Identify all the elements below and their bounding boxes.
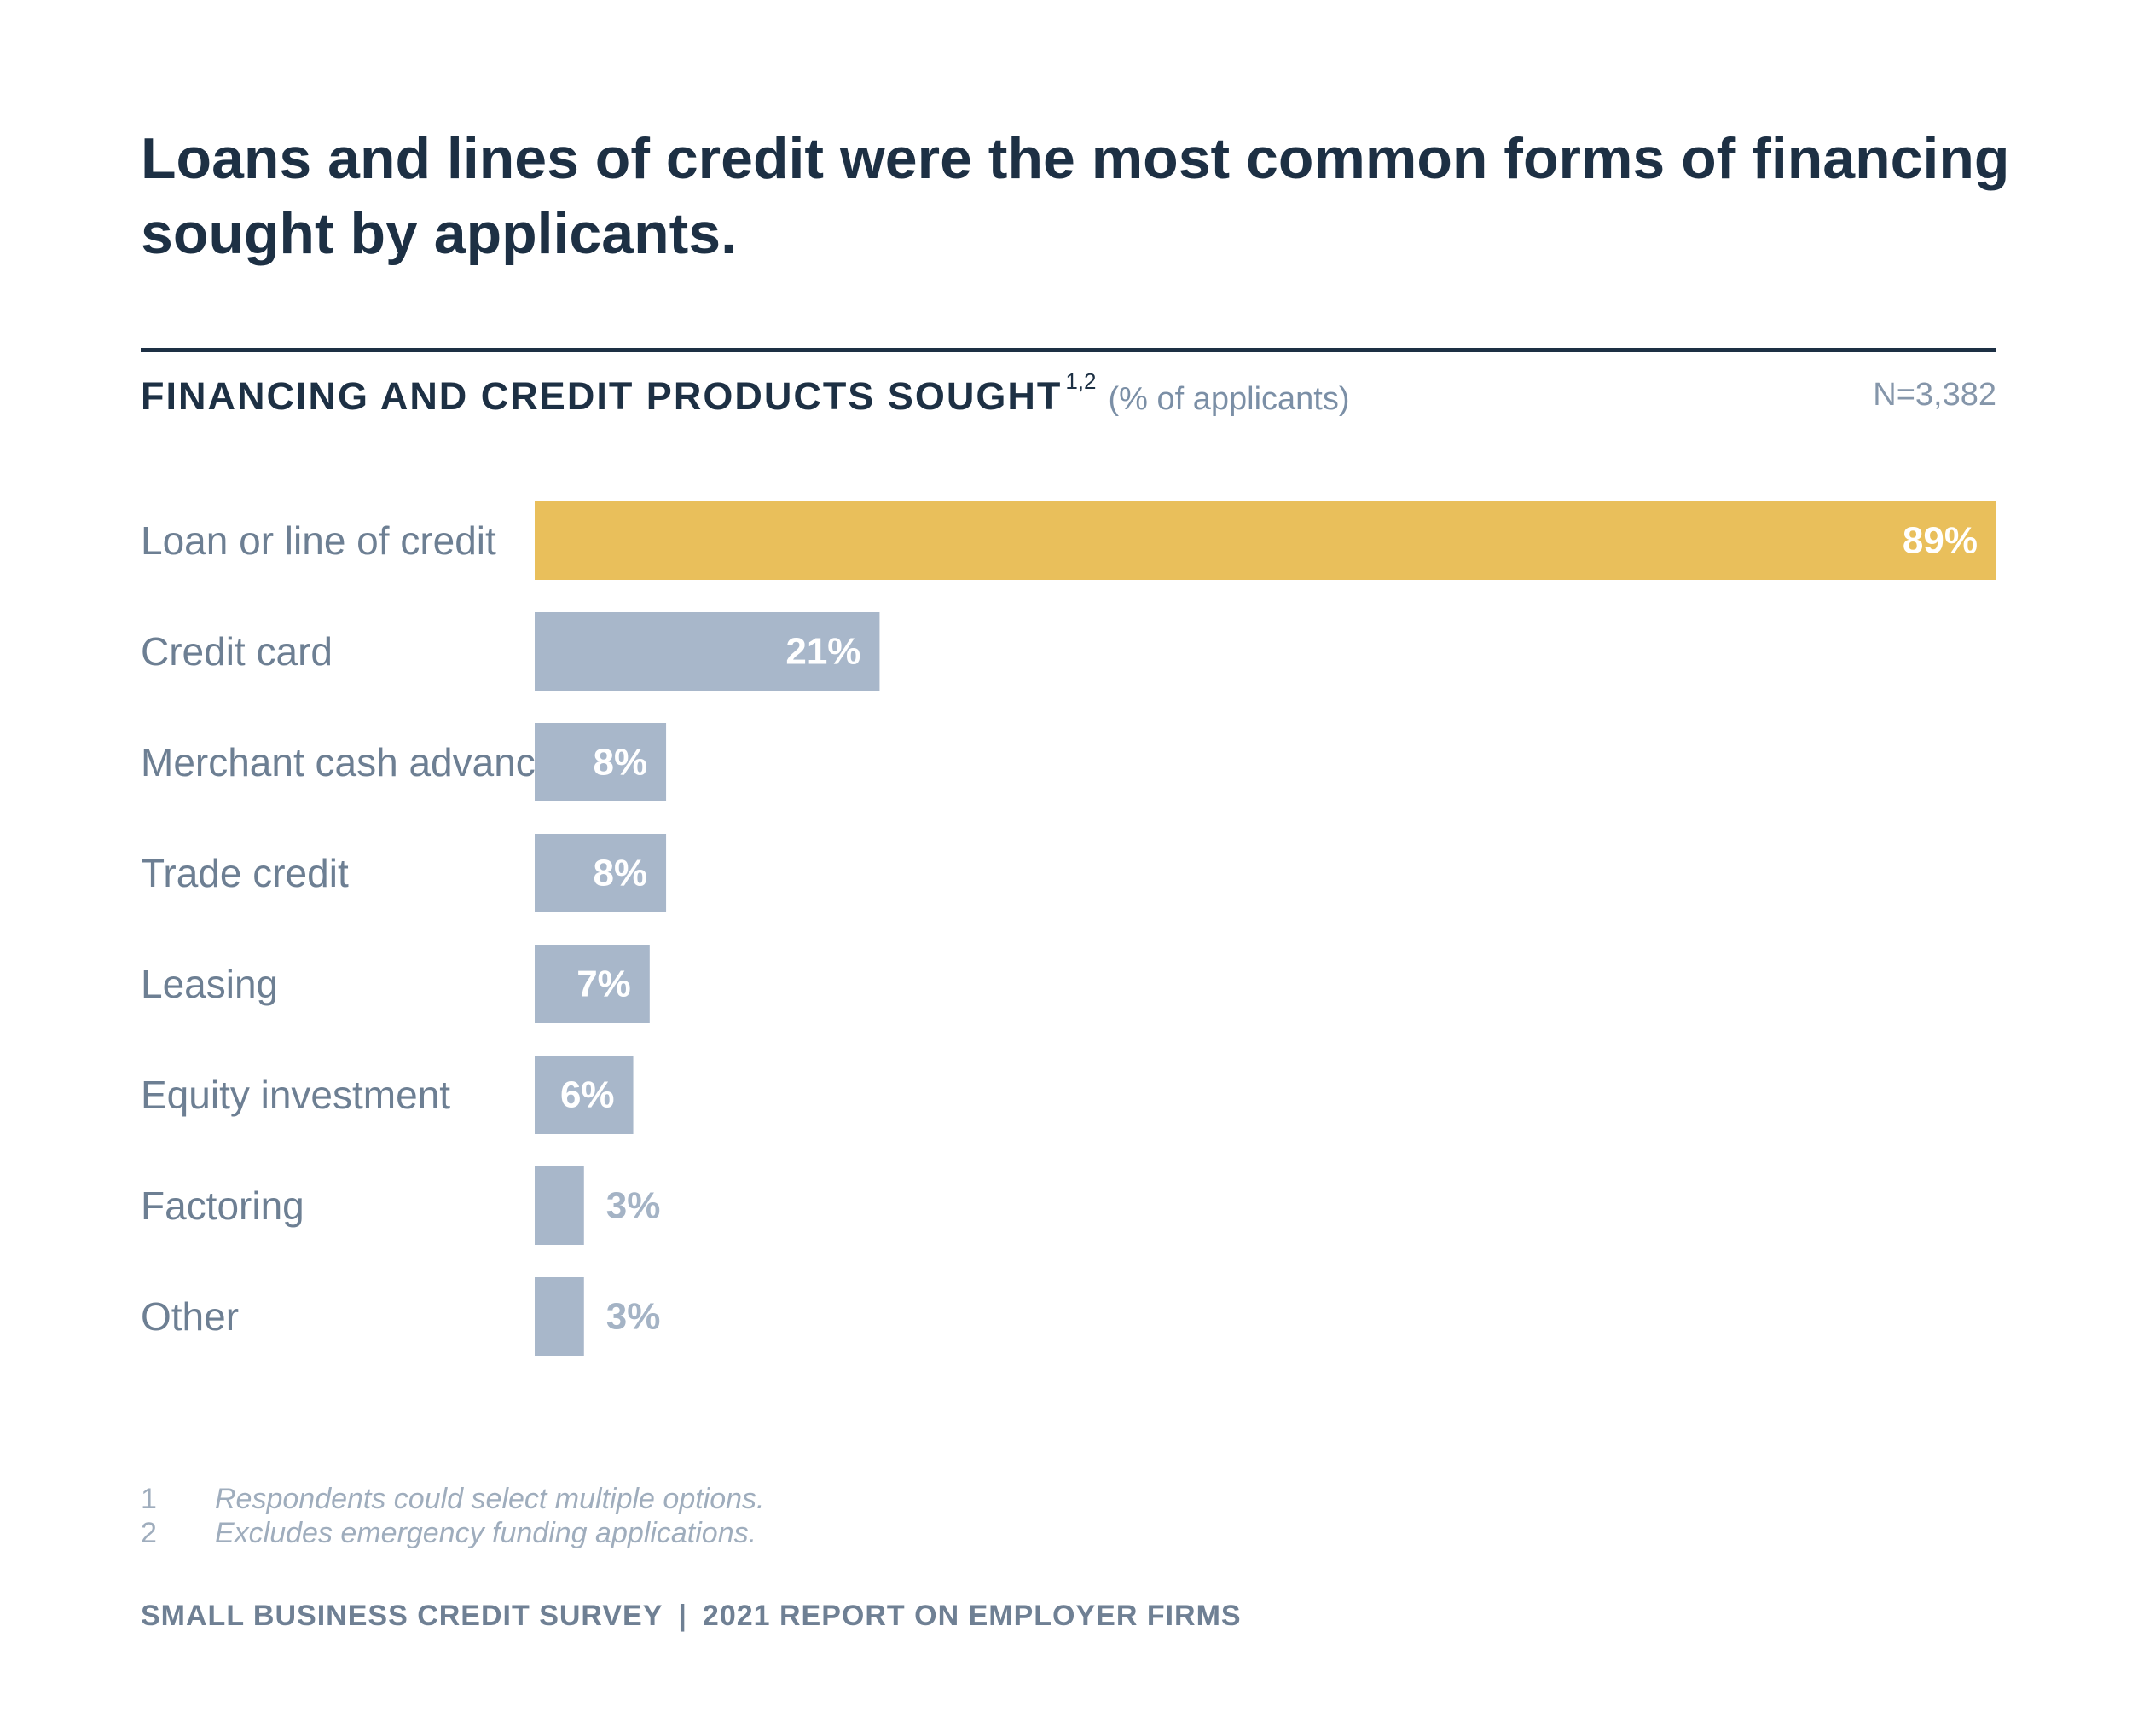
value-label-leasing: 7% (576, 963, 631, 1005)
value-label-loan-or-line-of-credit: 89% (1903, 520, 1978, 562)
bar-other (535, 1277, 584, 1356)
chart-title-footnote-ref: 1,2 (1065, 368, 1097, 394)
bar-loan-or-line-of-credit (535, 501, 1996, 580)
value-label-other: 3% (606, 1296, 661, 1338)
category-label-leasing: Leasing (141, 962, 278, 1006)
bar-leasing (535, 945, 650, 1023)
category-label-credit-card: Credit card (141, 629, 333, 674)
value-label-equity-investment: 6% (560, 1074, 615, 1116)
title-divider (141, 348, 1996, 352)
chart-title-text: FINANCING AND CREDIT PRODUCTS SOUGHT (141, 374, 1063, 418)
chart-subtitle: (% of applicants) (1108, 381, 1350, 417)
footnote-number: 2 (141, 1517, 157, 1549)
value-label-merchant-cash-advance: 8% (593, 742, 647, 784)
page-title: Loans and lines of credit were the most … (141, 126, 2010, 266)
footnote-2: 2 Excludes emergency funding application… (141, 1516, 765, 1550)
footnotes: 1 Respondents could select multiple opti… (141, 1482, 765, 1550)
bar-factoring (535, 1166, 584, 1245)
category-label-other: Other (141, 1294, 239, 1339)
report-footer: SMALL BUSINESS CREDIT SURVEY | 2021 REPORT… (141, 1600, 1242, 1633)
bar-merchant-cash-advance (535, 723, 667, 801)
footer-separator: | (678, 1600, 687, 1632)
report-name: 2021 REPORT ON EMPLOYER FIRMS (702, 1600, 1242, 1632)
value-label-credit-card: 21% (785, 631, 860, 673)
footnote-text: Excludes emergency funding applications. (215, 1517, 757, 1549)
value-label-trade-credit: 8% (593, 853, 647, 894)
category-label-loan-or-line-of-credit: Loan or line of credit (141, 518, 496, 563)
bar-credit-card (535, 612, 880, 691)
value-label-factoring: 3% (606, 1185, 661, 1227)
sample-size: N=3,382 (1873, 377, 1996, 413)
footnote-1: 1 Respondents could select multiple opti… (141, 1482, 765, 1516)
bar-trade-credit (535, 834, 667, 912)
chart-title: FINANCING AND CREDIT PRODUCTS SOUGHT 1,2 (… (141, 368, 1350, 419)
category-label-equity-investment: Equity investment (141, 1073, 450, 1117)
footnote-text: Respondents could select multiple option… (215, 1483, 765, 1515)
survey-name: SMALL BUSINESS CREDIT SURVEY (141, 1600, 663, 1632)
category-label-trade-credit: Trade credit (141, 851, 349, 895)
category-label-factoring: Factoring (141, 1183, 304, 1228)
bar-chart: Loan or line of credit 89% Credit card 21% M… (141, 501, 1996, 1356)
footnote-number: 1 (141, 1483, 157, 1515)
bar-equity-investment (535, 1056, 634, 1134)
category-label-merchant-cash-advance: Merchant cash advance (141, 740, 557, 784)
